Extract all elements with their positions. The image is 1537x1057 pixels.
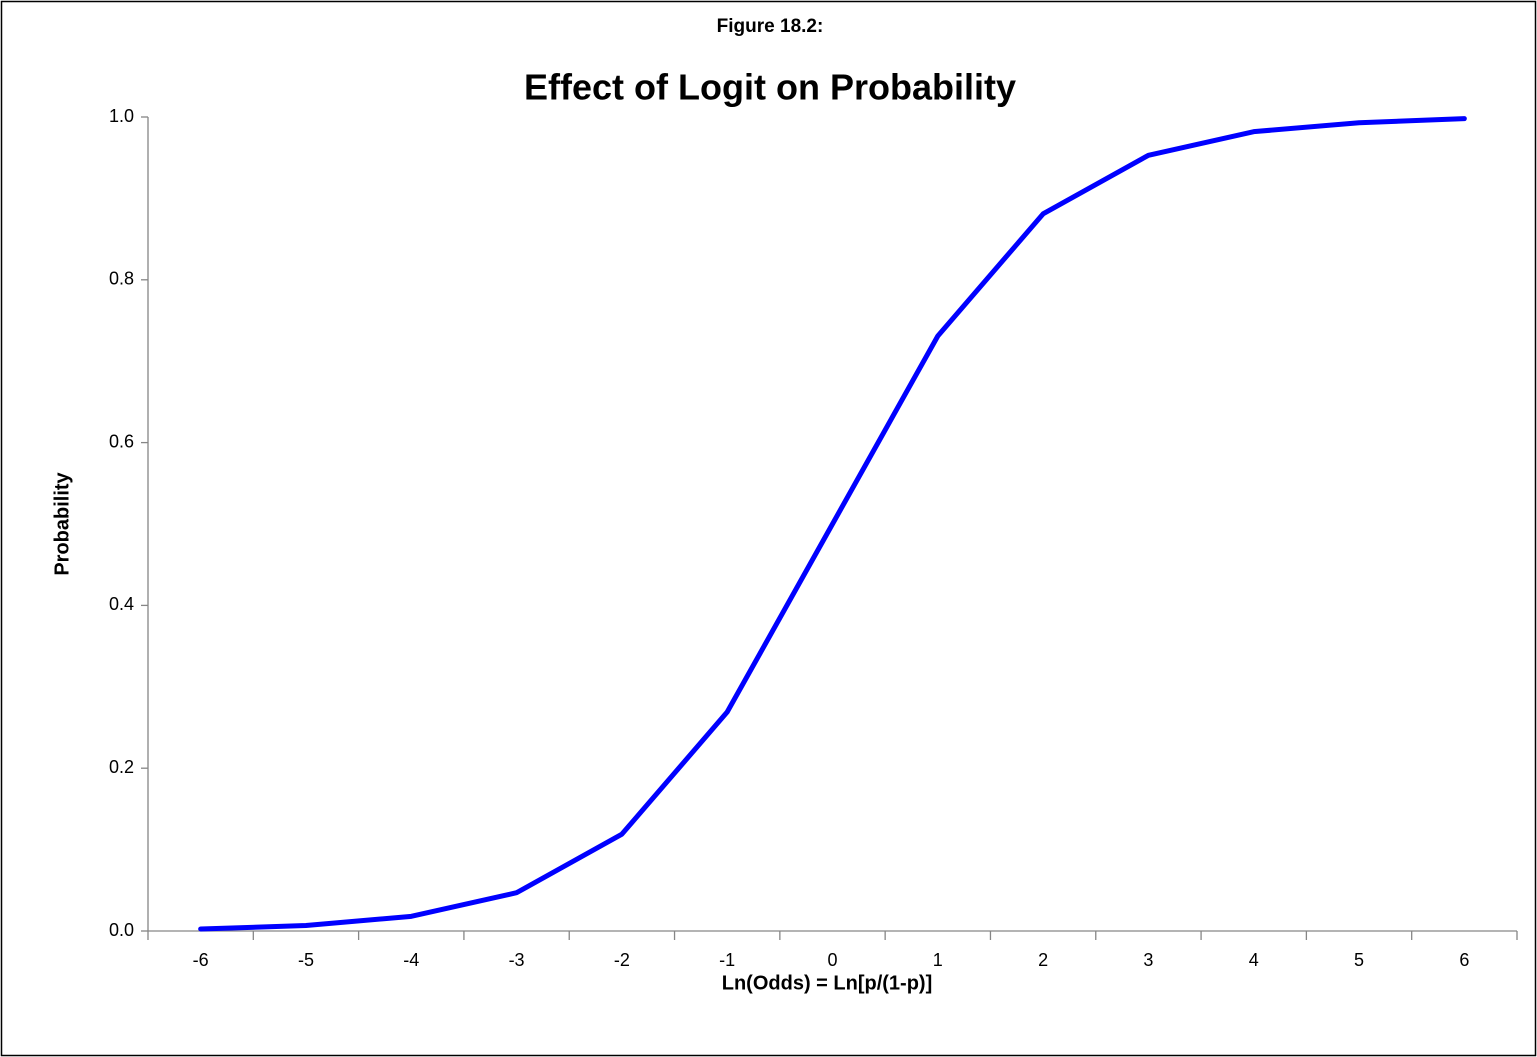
y-axis-label: Probability xyxy=(51,471,73,575)
chart-supertitle: Figure 18.2: xyxy=(717,16,824,37)
x-tick-label: -1 xyxy=(719,950,735,970)
x-tick-label: -4 xyxy=(403,950,419,970)
x-tick-label: 5 xyxy=(1354,950,1364,970)
y-tick-label: 1.0 xyxy=(109,106,134,126)
x-tick-label: 0 xyxy=(827,950,837,970)
y-tick-label: 0.8 xyxy=(109,269,134,289)
data-line xyxy=(198,116,1467,932)
x-tick-label: 3 xyxy=(1143,950,1153,970)
x-tick-label: 4 xyxy=(1249,950,1259,970)
y-tick-label: 0.6 xyxy=(109,431,134,451)
x-tick-label: -2 xyxy=(614,950,630,970)
x-tick-label: 1 xyxy=(933,950,943,970)
y-tick-label: 0.0 xyxy=(109,920,134,940)
x-tick-label: -5 xyxy=(298,950,314,970)
x-axis-label: Ln(Odds) = Ln[p/(1-p)] xyxy=(722,972,933,994)
y-tick-label: 0.2 xyxy=(109,757,134,777)
chart-title: Effect of Logit on Probability xyxy=(524,67,1016,108)
y-tick-label: 0.4 xyxy=(109,594,134,614)
x-tick-label: 6 xyxy=(1459,950,1469,970)
x-tick-label: -3 xyxy=(509,950,525,970)
x-tick-label: -6 xyxy=(193,950,209,970)
x-tick-label: 2 xyxy=(1038,950,1048,970)
